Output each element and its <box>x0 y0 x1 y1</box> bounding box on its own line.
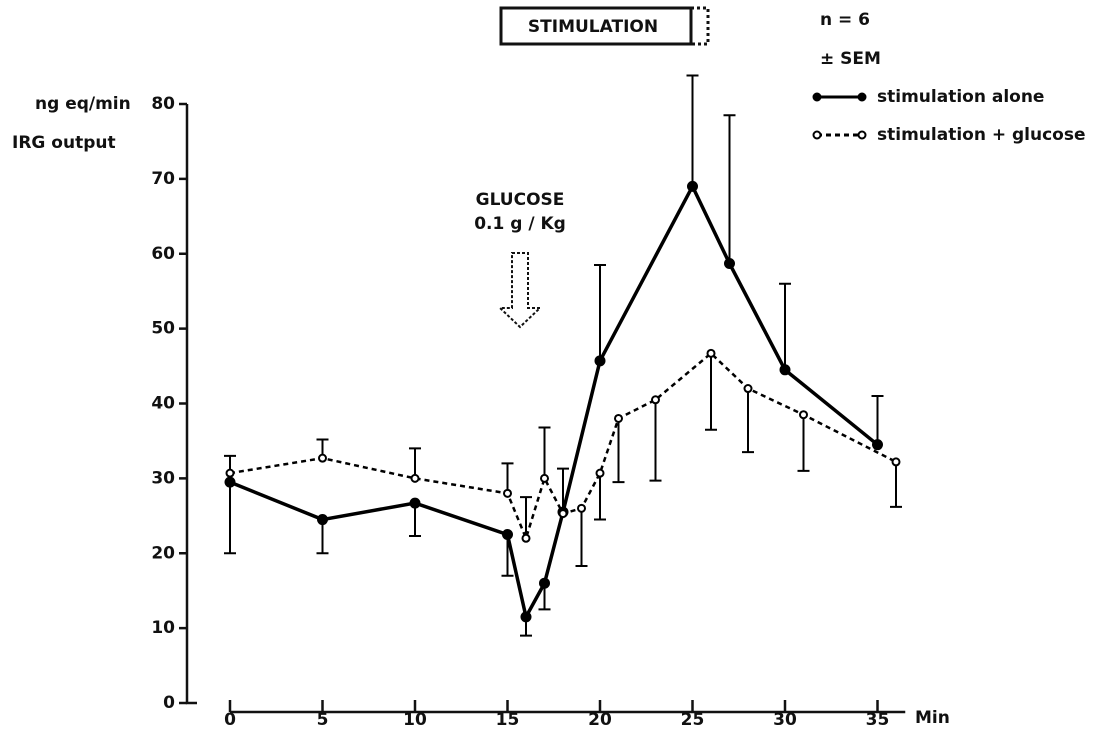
series-line <box>229 182 879 622</box>
error-bar <box>538 426 551 479</box>
x-tick-label: 30 <box>773 710 797 728</box>
data-point <box>651 395 660 405</box>
stimulation-box <box>499 6 693 46</box>
y-axis <box>185 104 197 705</box>
data-point <box>891 457 901 467</box>
error-bar <box>723 114 736 264</box>
x-tick-label: 5 <box>317 710 329 728</box>
legend-marker <box>812 92 822 102</box>
legend-marker <box>857 130 867 140</box>
data-point <box>594 355 606 367</box>
error-bar <box>501 462 514 494</box>
stimulation-label: STIMULATION <box>528 17 658 37</box>
glucose-arrow <box>497 252 543 329</box>
error-bar <box>890 461 902 508</box>
data-point <box>410 473 420 483</box>
error-bar <box>742 388 754 454</box>
error-bar <box>779 282 791 370</box>
y-tick-label: 0 <box>163 693 175 713</box>
data-point <box>520 611 532 623</box>
data-point <box>724 257 735 269</box>
error-bar <box>316 519 329 555</box>
x-tick-label: 0 <box>224 710 236 728</box>
data-point <box>521 533 531 543</box>
error-bar <box>612 418 625 484</box>
data-point <box>595 468 605 478</box>
data-point <box>409 497 421 509</box>
error-bar <box>705 353 717 431</box>
data-point <box>872 439 883 451</box>
data-point <box>706 348 716 358</box>
data-point <box>743 384 753 394</box>
y-tick-label: 20 <box>151 543 175 563</box>
error-bar <box>649 399 662 482</box>
data-point <box>687 180 698 192</box>
error-bar <box>797 414 810 472</box>
legend-label: stimulation + glucose <box>877 125 1086 145</box>
error-bar <box>557 467 569 513</box>
x-tick-label: 10 <box>403 710 427 728</box>
error-bar <box>501 534 514 577</box>
y-tick-label: 60 <box>151 244 175 264</box>
error-bar <box>409 447 421 479</box>
n-label: n = 6 <box>820 10 870 30</box>
sem-label: ± SEM <box>820 49 881 69</box>
x-tick-label: 15 <box>496 710 520 728</box>
data-point <box>779 364 791 376</box>
y-tick-label: 30 <box>151 468 175 488</box>
error-bar <box>594 473 606 521</box>
y-tick-label: 50 <box>151 319 175 339</box>
data-point <box>224 476 236 488</box>
legend-marker <box>812 130 822 140</box>
error-bar <box>594 263 606 361</box>
data-point <box>503 488 512 498</box>
x-unit: Min <box>915 708 950 728</box>
legend-label: stimulation alone <box>877 87 1044 107</box>
data-point <box>614 413 623 423</box>
glucose-label: GLUCOSE <box>476 190 565 210</box>
y-tick-label: 70 <box>151 169 175 189</box>
y-tick-label: 10 <box>151 618 175 638</box>
data-point <box>799 410 808 420</box>
data-point <box>318 453 327 463</box>
error-bar <box>224 482 236 555</box>
data-point <box>317 514 328 526</box>
y-label: IRG output <box>12 133 116 153</box>
y-tick-label: 40 <box>151 394 175 414</box>
glucose-dose: 0.1 g / Kg <box>474 214 566 234</box>
data-point <box>558 509 568 519</box>
y-label: ng eq/min <box>35 94 131 114</box>
data-point <box>539 577 550 589</box>
error-bar <box>520 496 532 539</box>
error-bar <box>871 395 884 445</box>
x-tick-label: 25 <box>681 710 705 728</box>
error-bar <box>575 508 588 567</box>
y-tick-label: 80 <box>151 94 175 114</box>
x-tick-label: 20 <box>588 710 612 728</box>
data-point <box>225 468 235 478</box>
data-point <box>577 503 586 513</box>
data-point <box>540 473 549 483</box>
stimulation-box-extension <box>691 6 710 46</box>
x-tick-label: 35 <box>866 710 890 728</box>
legend-marker <box>857 92 867 102</box>
data-point <box>502 529 513 541</box>
error-bar <box>686 74 699 187</box>
